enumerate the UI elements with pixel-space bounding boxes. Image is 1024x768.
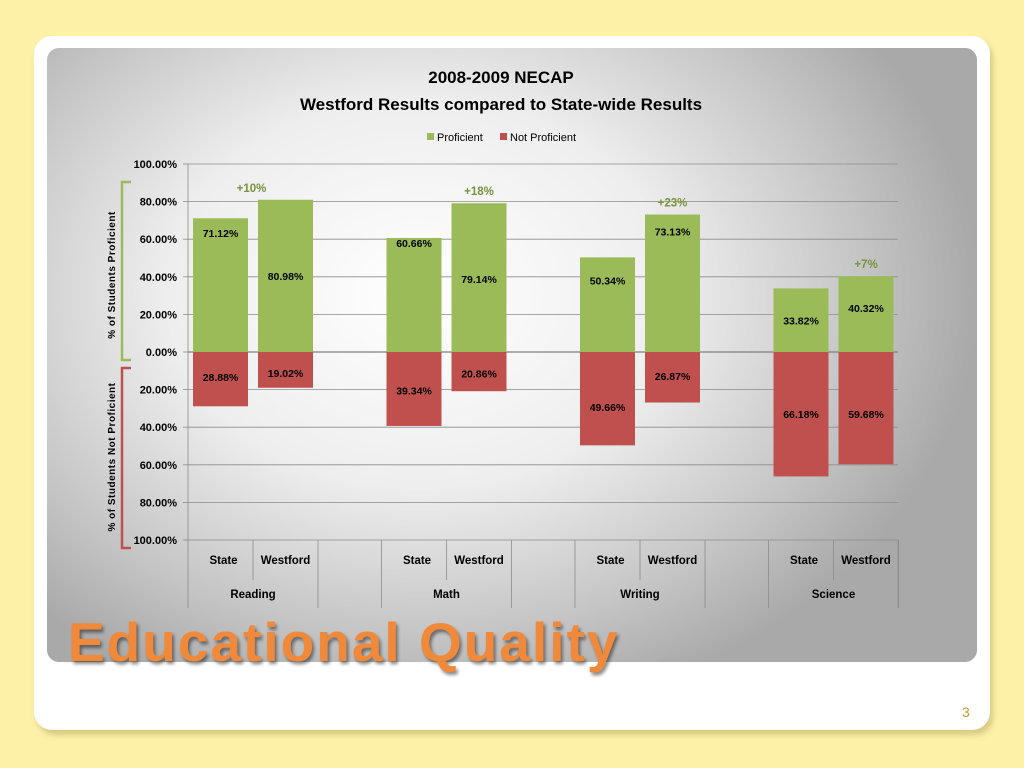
data-labels: 71.12% 28.88% 80.98% 19.02% +10% 60.66% 39.34%… [203,183,885,421]
chart-subtitle: Westford Results compared to State-wide … [300,95,702,114]
data-label-not-proficient: 49.66% [590,402,626,414]
data-label-proficient: 71.12% [203,228,239,240]
bar-proficient [580,257,635,352]
data-label-not-proficient: 20.86% [461,369,497,381]
x-group-label: Science [812,589,855,601]
bar-not-proficient [451,352,507,392]
y-axis-label-proficient: % of Students Proficient [107,211,118,339]
difference-label: +7% [854,259,877,271]
bar-not-proficient [193,352,248,407]
y-tick-label: 100.00% [134,159,178,171]
data-label-proficient: 50.34% [590,275,626,287]
data-label-proficient: 60.66% [396,238,432,250]
chart-legend: Proficient Not Proficient [427,132,576,144]
data-label-proficient: 40.32% [848,303,884,315]
legend-swatch-proficient [427,133,434,140]
bracket-bottom-shape [120,366,131,550]
chart-title: 2008-2009 NECAP [428,68,574,87]
x-category-label: State [403,555,431,567]
bar-not-proficient [386,352,442,426]
legend-label-proficient: Proficient [437,132,483,144]
data-label-not-proficient: 59.68% [848,409,884,421]
data-label-proficient: 80.98% [268,271,304,283]
x-category-label: Westford [454,555,504,567]
difference-label: +18% [464,186,494,198]
bar-proficient [773,288,829,352]
difference-label: +23% [658,198,688,210]
y-axis-label-not-proficient: % of Students Not Proficient [107,382,118,531]
legend-label-not-proficient: Not Proficient [510,132,576,144]
bar-proficient [645,214,700,352]
bar-proficient [193,218,248,352]
bar-not-proficient [838,352,894,465]
x-category-label: Westford [261,555,311,567]
x-axis: State Westford Reading State Westford Math Sta… [187,540,899,608]
y-tick-label: 80.00% [140,197,178,209]
data-label-not-proficient: 28.88% [203,372,239,384]
data-label-not-proficient: 19.02% [268,368,304,380]
x-group-label: Math [433,589,460,601]
bar-proficient [451,203,507,352]
y-bracket-proficient [120,180,131,362]
x-group-label: Writing [620,589,659,601]
bar-proficient [838,276,894,352]
y-tick-label: 60.00% [140,460,178,472]
difference-label: +10% [237,183,267,195]
bracket-top-shape [120,180,131,362]
x-group-label: Reading [230,589,275,601]
bar-not-proficient [645,352,700,403]
y-tick-label: 60.00% [140,234,178,246]
y-tick-label: 40.00% [140,422,178,434]
x-category-label: State [790,555,818,567]
y-tick-label: 0.00% [146,347,177,359]
y-tick-label: 20.00% [140,309,178,321]
y-axis-ticks: 100.00% 80.00% 60.00% 40.00% 20.00% 0.00% 20.0… [134,159,178,547]
bar-not-proficient [580,352,635,446]
y-tick-label: 80.00% [140,497,178,509]
data-label-not-proficient: 66.18% [783,409,819,421]
x-category-label: State [209,555,237,567]
bar-proficient [386,237,442,352]
data-label-not-proficient: 26.87% [655,371,691,383]
page-number: 3 [962,704,970,720]
data-label-proficient: 73.13% [655,226,691,238]
y-tick-label: 40.00% [140,272,178,284]
slide-heading: Educational Quality [68,611,620,673]
x-category-label: Westford [841,555,891,567]
x-category-label: State [596,555,624,567]
x-category-label: Westford [648,555,698,567]
bar-proficient [258,199,313,352]
bars [193,199,894,477]
data-label-proficient: 79.14% [461,274,497,286]
bar-not-proficient [773,352,829,477]
data-label-not-proficient: 39.34% [396,386,432,398]
y-tick-label: 20.00% [140,385,178,397]
bar-not-proficient [258,352,313,388]
data-label-proficient: 33.82% [783,315,819,327]
y-tick-label: 100.00% [134,535,178,547]
y-bracket-not-proficient [120,366,131,550]
legend-swatch-not-proficient [500,133,507,140]
